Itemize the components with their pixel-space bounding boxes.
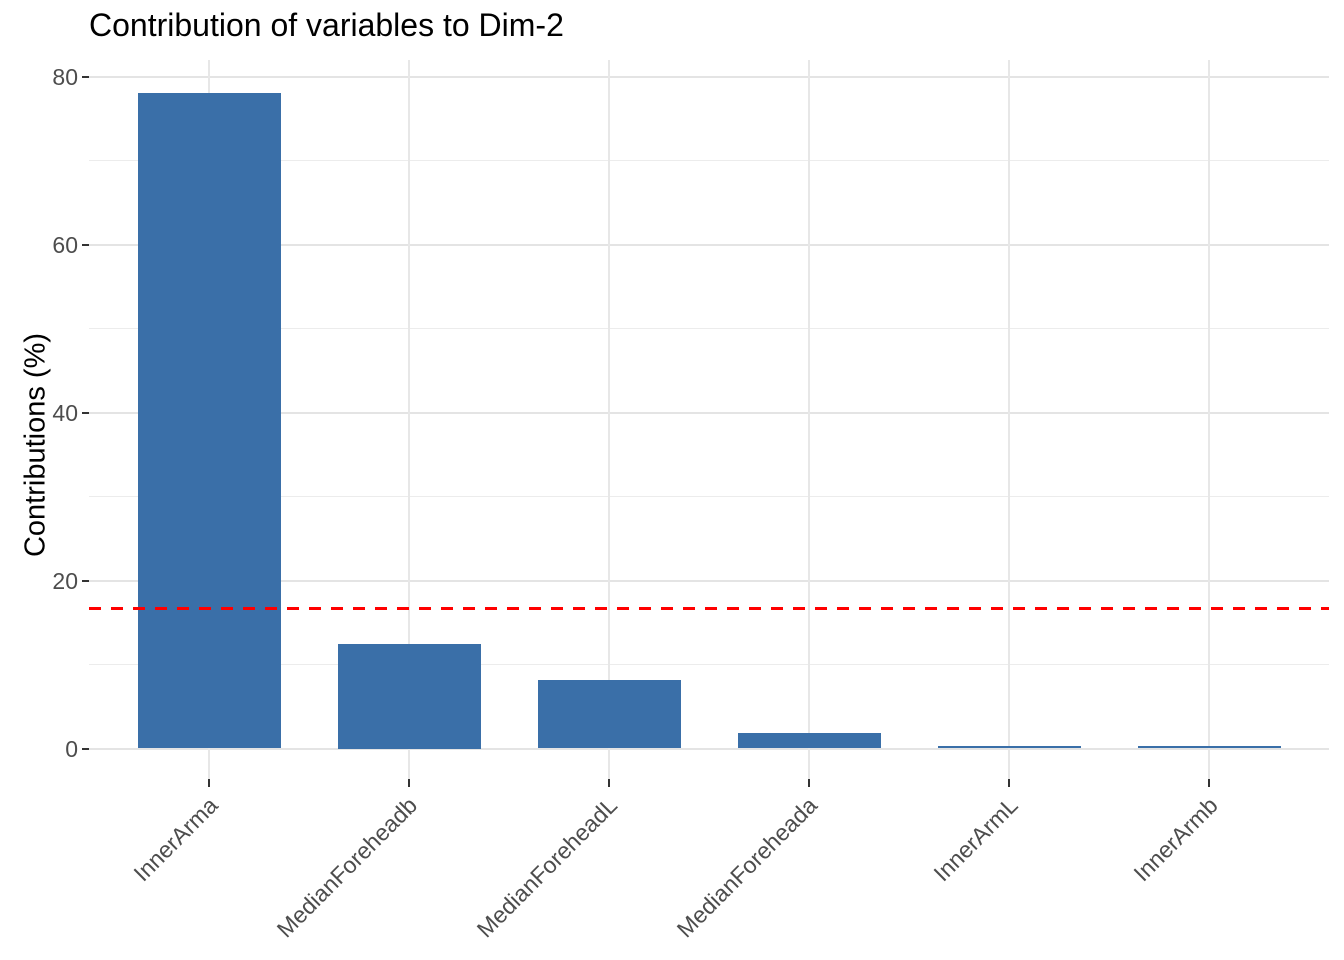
x-tick-mark	[808, 779, 810, 787]
x-tick-mark	[1008, 779, 1010, 787]
x-tick-mark	[608, 779, 610, 787]
y-axis-title: Contributions (%)	[19, 332, 52, 558]
y-tick-label: 0	[65, 735, 78, 762]
bar-InnerArmL	[937, 745, 1081, 749]
x-tick-mark	[408, 779, 410, 787]
gridline-x-major	[1008, 60, 1010, 779]
y-tick-mark	[82, 411, 89, 414]
gridline-y-major	[89, 579, 1329, 582]
bar-InnerArmb	[1137, 745, 1281, 749]
x-category-label: InnerArmL	[928, 792, 1023, 887]
gridline-x-major	[408, 60, 410, 779]
bar-InnerArma	[137, 93, 281, 749]
x-category-label: InnerArma	[128, 792, 223, 887]
chart-title: Contribution of variables to Dim-2	[89, 7, 564, 43]
bar-MedianForeheadb	[337, 643, 481, 749]
gridline-y-major	[89, 243, 1329, 246]
y-tick-label: 20	[52, 567, 78, 594]
x-category-label: MedianForeheadL	[471, 792, 623, 943]
bar-MedianForeheada	[737, 733, 881, 749]
gridline-y-minor	[89, 160, 1329, 161]
bar-MedianForeheadL	[537, 679, 681, 749]
plot-panel	[89, 60, 1329, 779]
gridline-x-major	[1208, 60, 1210, 779]
x-category-label: MedianForeheada	[671, 792, 823, 943]
y-tick-mark	[82, 579, 89, 582]
y-tick-label: 80	[52, 63, 78, 90]
gridline-x-major	[608, 60, 610, 779]
x-category-label: InnerArmb	[1128, 792, 1223, 887]
reference-line	[89, 606, 1329, 610]
gridline-y-minor	[89, 664, 1329, 665]
x-category-label: MedianForeheadb	[271, 792, 423, 943]
gridline-y-major	[89, 75, 1329, 78]
y-tick-label: 60	[52, 231, 78, 258]
gridline-y-major	[89, 747, 1329, 750]
y-tick-mark	[82, 747, 89, 750]
x-tick-mark	[208, 779, 210, 787]
y-tick-mark	[82, 75, 89, 78]
y-tick-label: 40	[52, 399, 78, 426]
gridline-x-major	[808, 60, 810, 779]
gridline-y-minor	[89, 496, 1329, 497]
gridline-y-major	[89, 411, 1329, 414]
x-tick-mark	[1208, 779, 1210, 787]
gridline-y-minor	[89, 328, 1329, 329]
y-tick-mark	[82, 243, 89, 246]
